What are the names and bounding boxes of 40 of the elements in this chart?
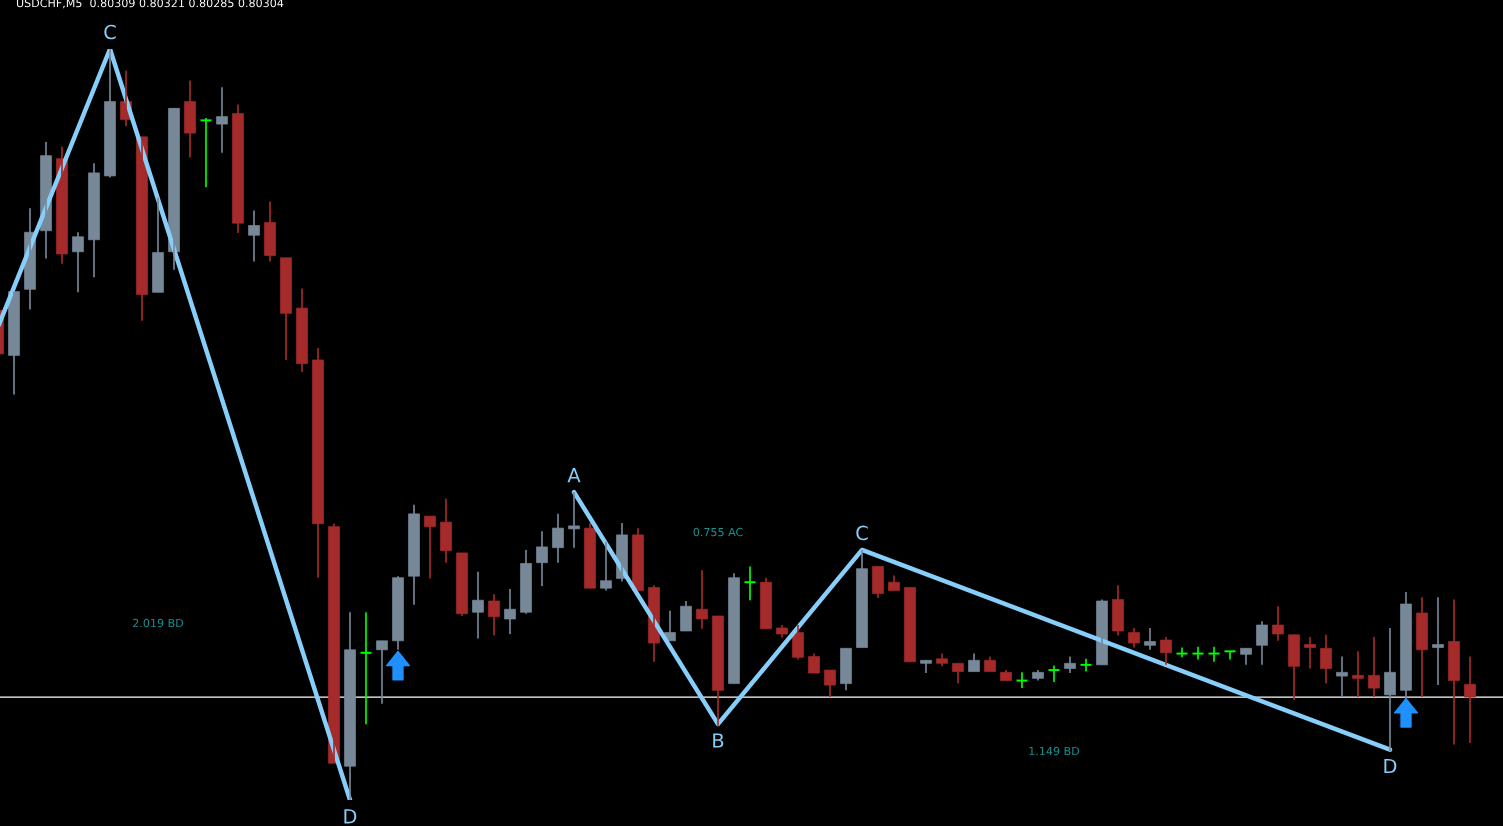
candlestick [376,639,388,705]
candlestick [1240,647,1252,666]
candlestick [1079,657,1093,673]
annotation: 0.755 AC [693,527,743,537]
annotation: 2.019 BD [133,618,184,628]
candlestick [776,624,788,639]
annotation: A [567,468,581,483]
candlestick [359,611,373,725]
candlestick [1272,605,1284,642]
annotation: B [713,733,724,748]
annotation: D [344,809,357,824]
candlestick [743,565,757,602]
candlestick [1336,655,1348,698]
candlestick [1223,650,1237,661]
candlestick [424,515,436,580]
candlestick [248,209,260,263]
candlestick [1128,627,1140,649]
candlestick [1191,645,1205,661]
annotation: C [104,24,116,40]
candlestick [920,659,932,674]
candlestick [1304,636,1316,670]
candlestick [1144,627,1156,651]
candlestick [1047,664,1061,683]
candlestick [1207,645,1221,663]
candlestick [504,588,516,635]
candlestick [1015,671,1029,689]
candlestick [216,86,228,154]
candlestick [1032,669,1044,682]
candlestick [808,652,820,674]
annotation: C [856,525,868,541]
annotation: 1.149 BD [1029,746,1080,756]
annotation: D [1384,758,1397,774]
candlestick [568,491,580,549]
candlestick [600,540,612,592]
candlestick [824,669,836,698]
candlestick [1352,650,1364,698]
candlestick [936,652,948,668]
candlestick [696,569,708,630]
candlestick [1432,596,1444,686]
candlestick [199,117,213,189]
